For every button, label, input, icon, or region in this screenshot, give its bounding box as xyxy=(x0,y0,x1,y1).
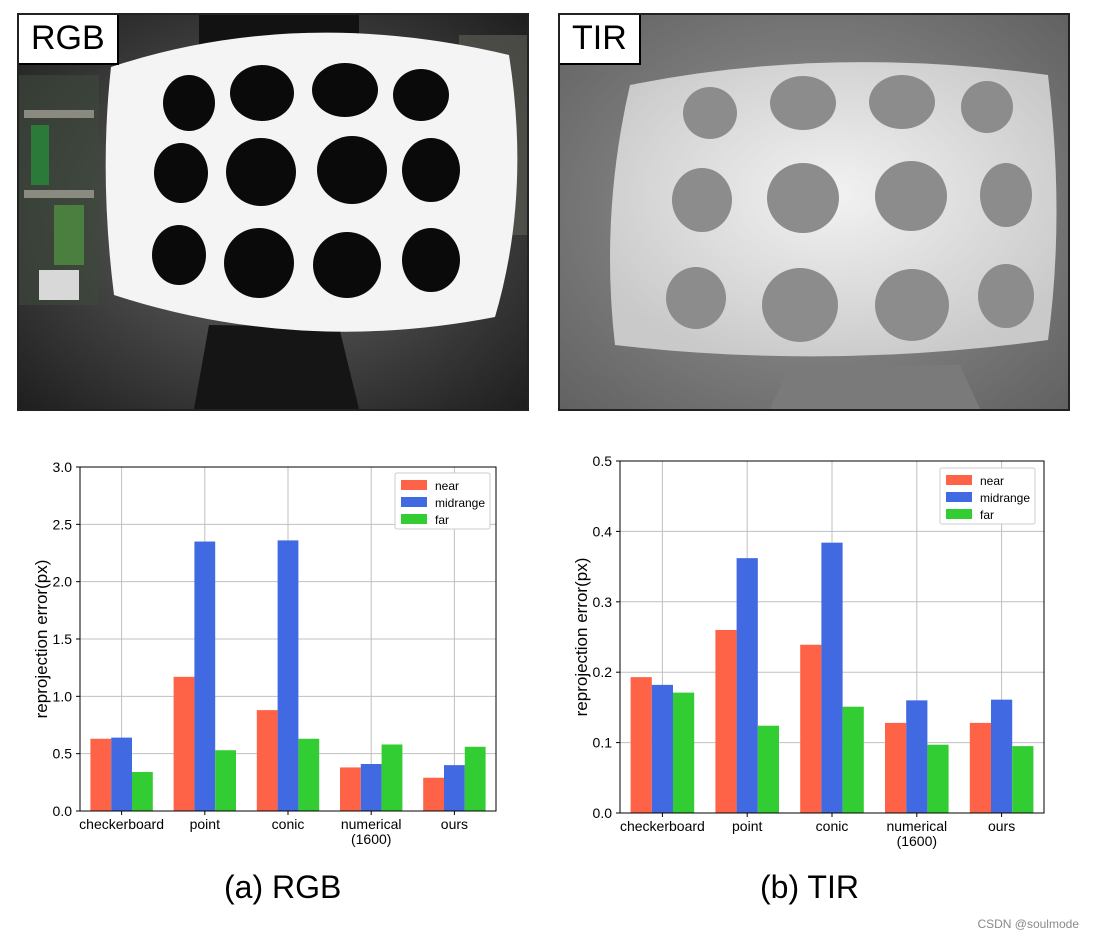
tir-error-chart: 0.0 0.1 0.2 0.3 0.4 0.5 checkerboard point conic… xyxy=(545,448,1065,858)
x-tick-label: (1600) xyxy=(351,831,391,847)
bar-midrange xyxy=(360,763,382,811)
rgb-error-chart: 0.0 0.5 1.0 1.5 2.0 2.5 3.0 checkerboard point co… xyxy=(0,455,520,855)
y-axis-label: reprojection error(px) xyxy=(572,558,591,717)
tir-photo: TIR xyxy=(558,13,1070,411)
y-tick-label: 0.3 xyxy=(593,594,613,610)
bar-far xyxy=(215,750,236,811)
tir-photo-label: TIR xyxy=(560,15,641,65)
y-tick-label: 1.0 xyxy=(53,688,73,704)
bar-midrange xyxy=(736,558,758,813)
x-tick-label: numerical xyxy=(886,818,947,834)
legend-swatch-far xyxy=(946,509,972,519)
bar-near xyxy=(90,738,112,811)
bar-far xyxy=(464,746,486,811)
legend-label-far: far xyxy=(435,513,449,527)
y-axis-label: reprojection error(px) xyxy=(32,560,51,719)
legend-label-midrange: midrange xyxy=(980,491,1030,505)
bar-far xyxy=(842,706,864,813)
x-tick-label: (1600) xyxy=(897,833,937,849)
x-tick-label: ours xyxy=(988,818,1015,834)
x-tick-label: conic xyxy=(272,816,305,832)
bar-far xyxy=(132,772,153,811)
legend: near midrange far xyxy=(394,472,491,530)
y-tick-label: 0.5 xyxy=(593,453,613,469)
rgb-photo-label: RGB xyxy=(19,15,119,65)
y-tick-label: 0.0 xyxy=(593,805,613,821)
legend-swatch-midrange xyxy=(401,497,427,507)
y-tick-label: 0.2 xyxy=(593,664,613,680)
bar-far xyxy=(673,692,695,813)
y-tick-label: 2.5 xyxy=(53,516,73,532)
watermark: CSDN @soulmode xyxy=(977,917,1079,931)
y-tick-label: 1.5 xyxy=(53,631,73,647)
x-tick-label: checkerboard xyxy=(79,816,164,832)
bar-near xyxy=(715,629,737,813)
x-tick-label: numerical xyxy=(341,816,402,832)
bar-midrange xyxy=(906,700,928,813)
bar-midrange xyxy=(277,540,299,811)
x-tick-label: checkerboard xyxy=(620,818,705,834)
bar-near xyxy=(800,644,822,813)
bar-near xyxy=(423,777,444,811)
legend-swatch-far xyxy=(401,514,427,524)
legend-label-far: far xyxy=(980,508,994,522)
legend-swatch-near xyxy=(401,480,427,490)
legend-swatch-midrange xyxy=(946,492,972,502)
bar-far xyxy=(381,744,403,811)
bar-midrange xyxy=(444,765,465,811)
legend-label-midrange: midrange xyxy=(435,496,485,510)
bar-midrange xyxy=(111,737,132,811)
x-tick-label: conic xyxy=(816,818,849,834)
bar-midrange xyxy=(651,684,673,813)
x-tick-label: ours xyxy=(441,816,468,832)
tir-chart-caption: (b) TIR xyxy=(760,869,859,905)
x-tick-label: point xyxy=(190,816,220,832)
y-tick-label: 3.0 xyxy=(53,459,73,475)
bar-midrange xyxy=(194,541,216,811)
y-tick-label: 2.0 xyxy=(53,574,73,590)
y-tick-label: 0.1 xyxy=(593,735,613,751)
bar-near xyxy=(340,767,361,811)
bar-near xyxy=(885,722,907,813)
bar-near xyxy=(969,722,991,813)
legend: near midrange far xyxy=(939,467,1036,525)
tir-error-chart-svg: 0.0 0.1 0.2 0.3 0.4 0.5 checkerboard point conic… xyxy=(572,453,1045,849)
rgb-chart-caption: (a) RGB xyxy=(224,869,342,905)
y-tick-label: 0.0 xyxy=(53,803,73,819)
bar-far xyxy=(757,725,779,813)
bar-midrange xyxy=(991,699,1013,813)
y-tick-label: 0.5 xyxy=(53,746,73,762)
x-tick-label: point xyxy=(732,818,762,834)
tir-calibration-image xyxy=(560,15,1068,409)
bar-far xyxy=(298,738,320,811)
y-tick-label: 0.4 xyxy=(593,523,613,539)
bar-near xyxy=(256,710,278,811)
bar-midrange xyxy=(821,542,843,813)
rgb-photo: RGB xyxy=(17,13,529,411)
bar-far xyxy=(927,744,949,813)
legend-label-near: near xyxy=(980,474,1004,488)
legend-swatch-near xyxy=(946,475,972,485)
bar-near xyxy=(173,676,195,811)
rgb-error-chart-svg: 0.0 0.5 1.0 1.5 2.0 2.5 3.0 checkerboard point co… xyxy=(32,459,497,847)
bar-near xyxy=(630,677,652,813)
bar-far xyxy=(1012,746,1034,813)
rgb-calibration-image xyxy=(19,15,527,409)
legend-label-near: near xyxy=(435,479,459,493)
